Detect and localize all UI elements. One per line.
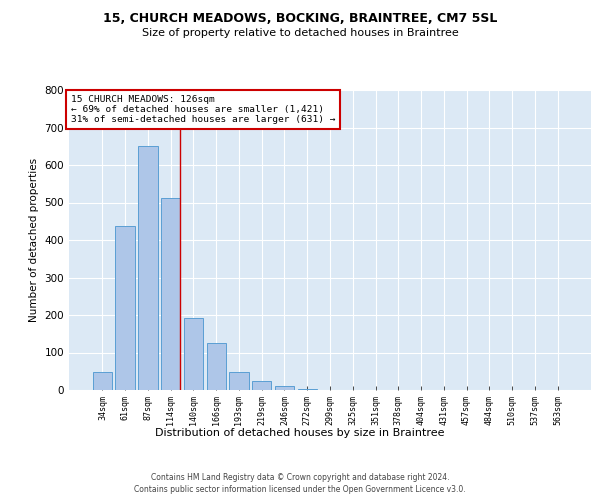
- Bar: [138, 146, 158, 390]
- Text: Size of property relative to detached houses in Braintree: Size of property relative to detached ho…: [142, 28, 458, 38]
- Text: 15, CHURCH MEADOWS, BOCKING, BRAINTREE, CM7 5SL: 15, CHURCH MEADOWS, BOCKING, BRAINTREE, …: [103, 12, 497, 26]
- Y-axis label: Number of detached properties: Number of detached properties: [29, 158, 39, 322]
- Bar: [206, 343, 226, 390]
- Bar: [298, 389, 317, 390]
- Text: Contains public sector information licensed under the Open Government Licence v3: Contains public sector information licen…: [134, 485, 466, 494]
- Text: 15 CHURCH MEADOWS: 126sqm
← 69% of detached houses are smaller (1,421)
31% of se: 15 CHURCH MEADOWS: 126sqm ← 69% of detac…: [71, 94, 335, 124]
- Bar: [115, 226, 135, 390]
- Bar: [252, 380, 271, 390]
- Bar: [93, 372, 112, 390]
- Text: Distribution of detached houses by size in Braintree: Distribution of detached houses by size …: [155, 428, 445, 438]
- Bar: [229, 372, 248, 390]
- Bar: [184, 318, 203, 390]
- Text: Contains HM Land Registry data © Crown copyright and database right 2024.: Contains HM Land Registry data © Crown c…: [151, 472, 449, 482]
- Bar: [275, 386, 294, 390]
- Bar: [161, 198, 181, 390]
